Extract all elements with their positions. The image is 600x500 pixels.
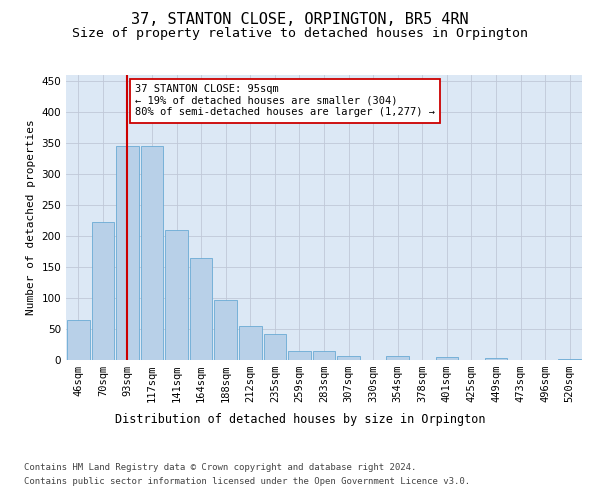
Bar bbox=[436, 357, 458, 360]
Bar bbox=[165, 230, 188, 360]
Bar bbox=[140, 146, 163, 360]
Text: Size of property relative to detached houses in Orpington: Size of property relative to detached ho… bbox=[72, 28, 528, 40]
Y-axis label: Number of detached properties: Number of detached properties bbox=[26, 120, 36, 316]
Bar bbox=[214, 300, 237, 360]
Bar bbox=[337, 356, 360, 360]
Bar bbox=[239, 326, 262, 360]
Bar bbox=[485, 358, 508, 360]
Text: Contains HM Land Registry data © Crown copyright and database right 2024.: Contains HM Land Registry data © Crown c… bbox=[24, 462, 416, 471]
Text: 37, STANTON CLOSE, ORPINGTON, BR5 4RN: 37, STANTON CLOSE, ORPINGTON, BR5 4RN bbox=[131, 12, 469, 28]
Bar bbox=[92, 222, 114, 360]
Text: 37 STANTON CLOSE: 95sqm
← 19% of detached houses are smaller (304)
80% of semi-d: 37 STANTON CLOSE: 95sqm ← 19% of detache… bbox=[135, 84, 435, 117]
Bar bbox=[386, 356, 409, 360]
Bar bbox=[313, 352, 335, 360]
Bar bbox=[116, 146, 139, 360]
Text: Distribution of detached houses by size in Orpington: Distribution of detached houses by size … bbox=[115, 412, 485, 426]
Bar bbox=[263, 334, 286, 360]
Bar bbox=[288, 352, 311, 360]
Text: Contains public sector information licensed under the Open Government Licence v3: Contains public sector information licen… bbox=[24, 478, 470, 486]
Bar bbox=[190, 258, 212, 360]
Bar bbox=[559, 359, 581, 360]
Bar bbox=[67, 320, 89, 360]
